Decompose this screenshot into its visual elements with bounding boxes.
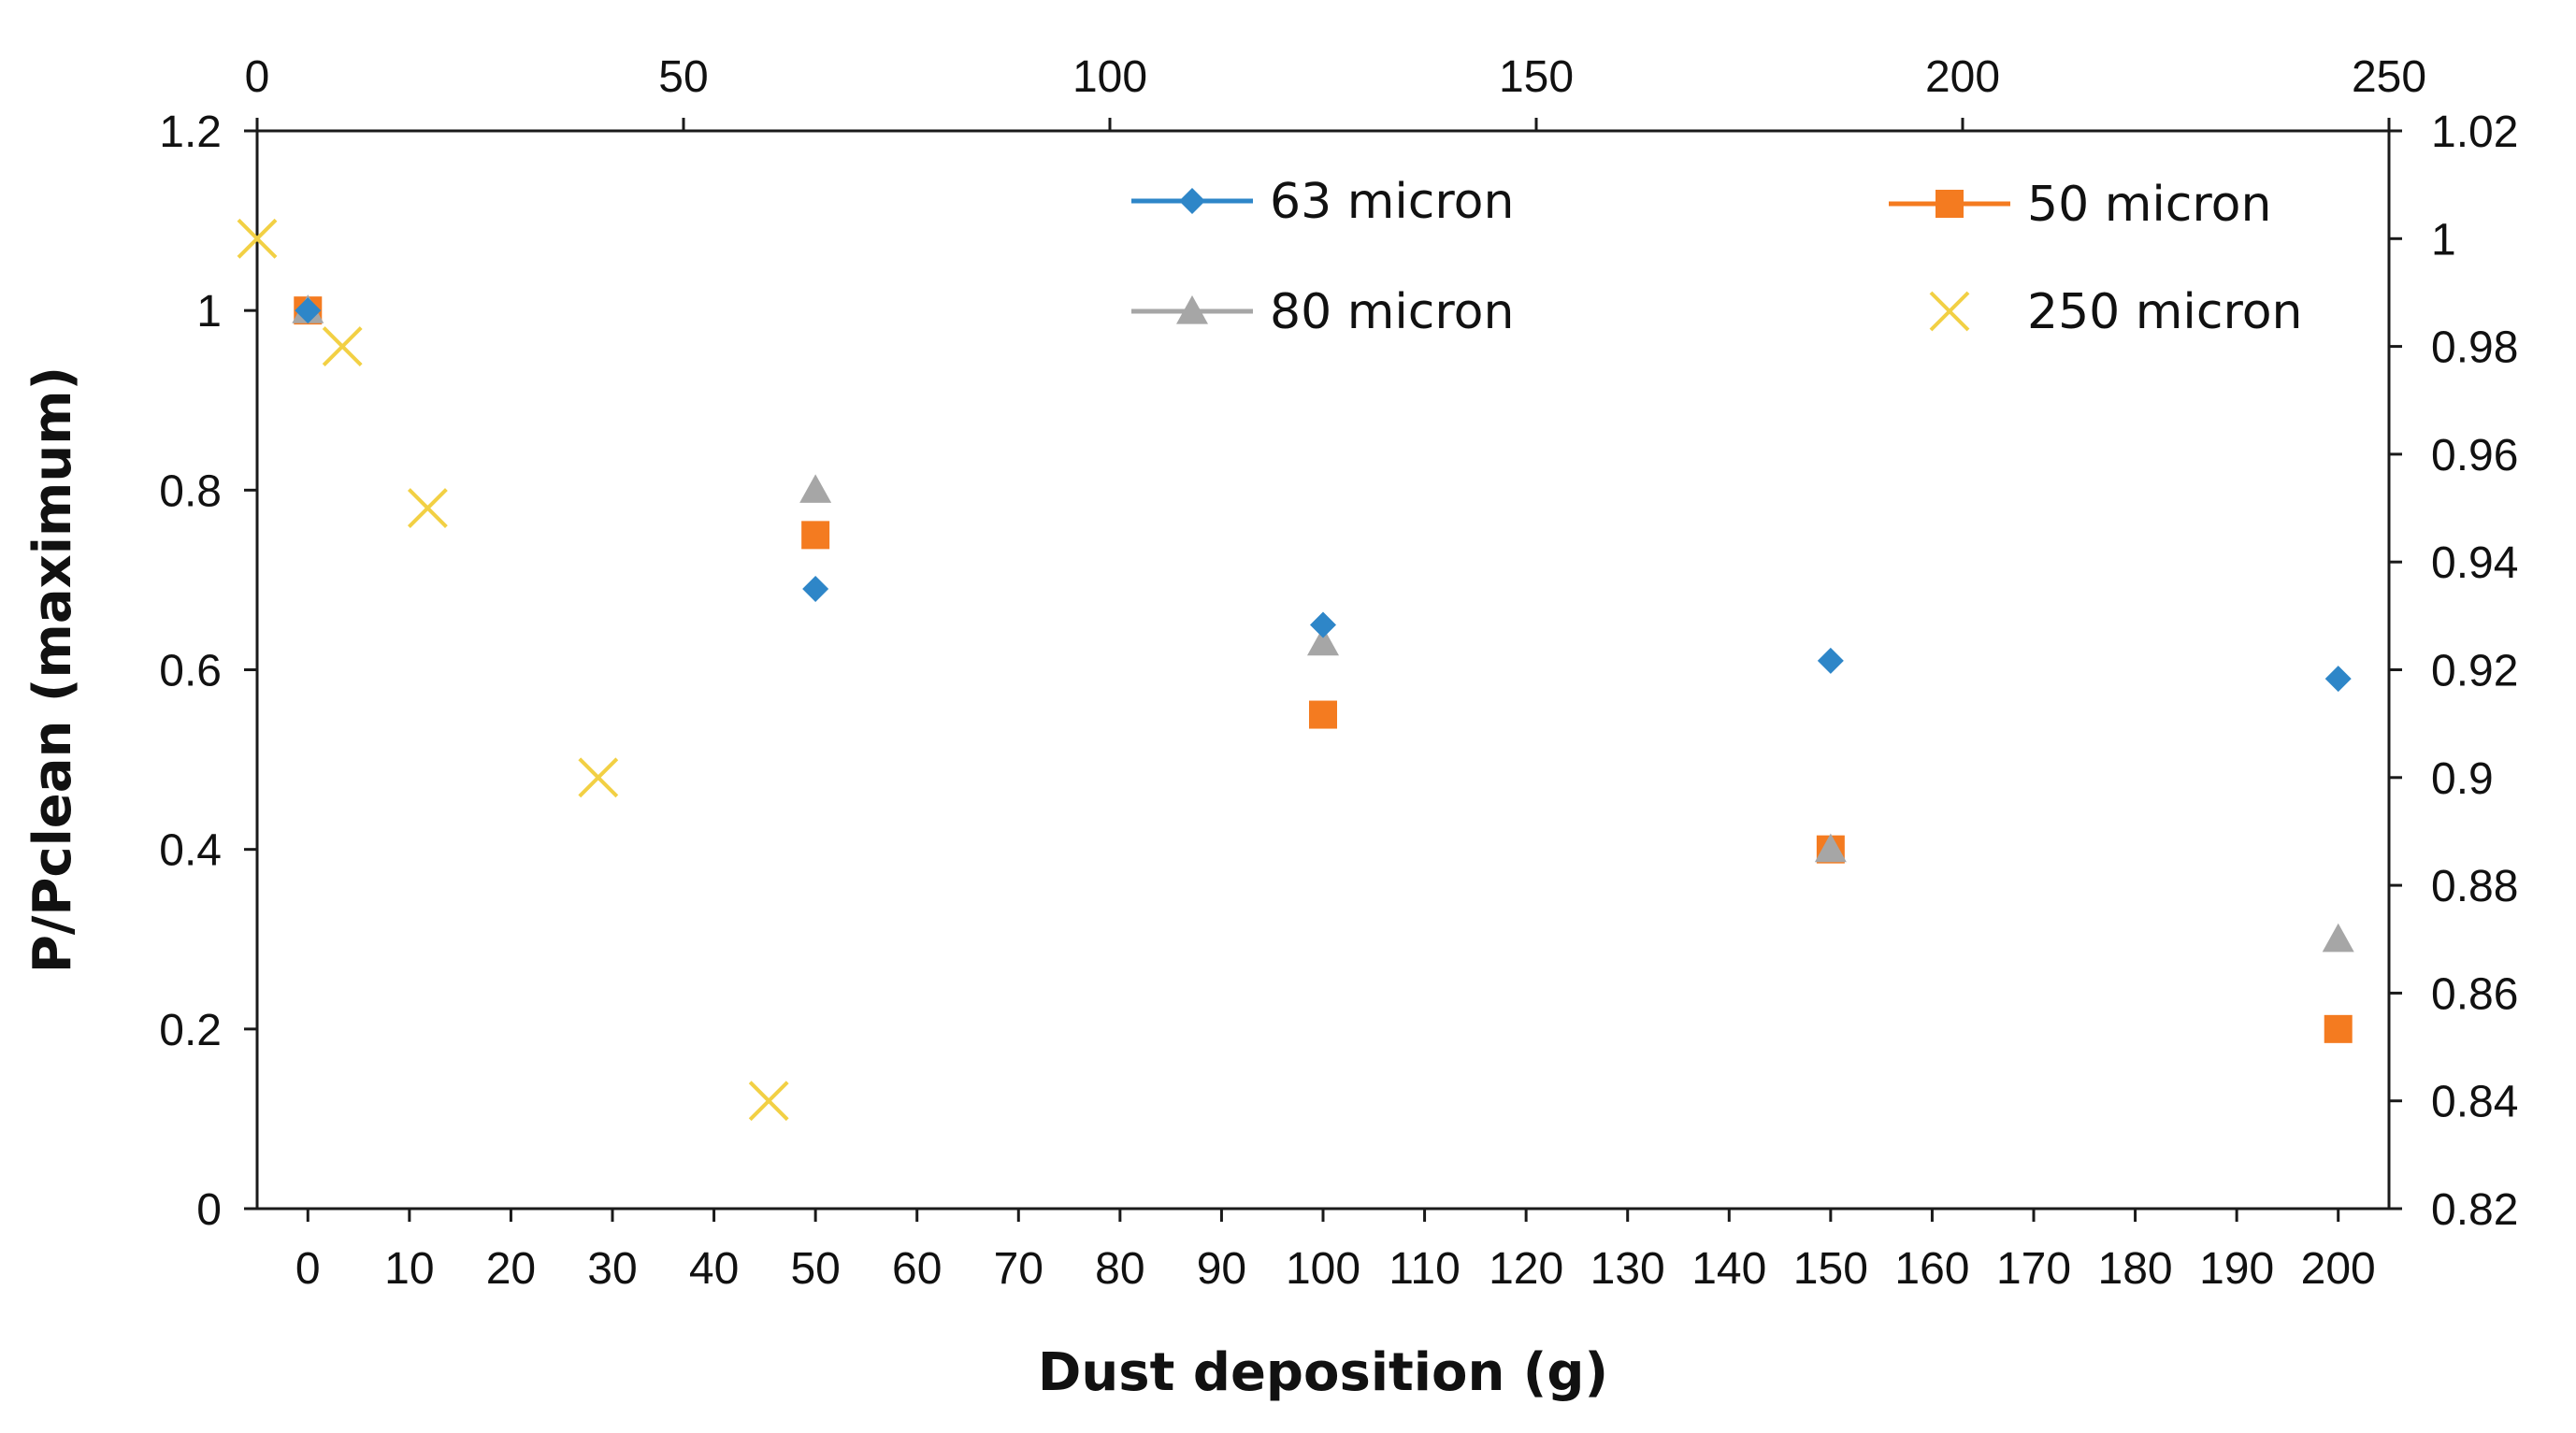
data-point xyxy=(801,521,830,550)
x-bottom-tick-label: 140 xyxy=(1691,1244,1766,1294)
x-bottom-tick-label: 80 xyxy=(1095,1244,1144,1294)
y-axis-title: P/Pclean (maximum) xyxy=(22,366,83,973)
x-top-tick-label: 50 xyxy=(658,52,708,102)
legend-marker xyxy=(1936,190,1964,218)
x-bottom-tick-label: 110 xyxy=(1389,1244,1461,1294)
x-bottom-tick-label: 50 xyxy=(790,1244,840,1294)
y-right-tick-label: 0.88 xyxy=(2431,862,2518,911)
x-axis-title: Dust deposition (g) xyxy=(1038,1342,1608,1403)
data-point xyxy=(748,1081,789,1122)
legend-marker xyxy=(1176,295,1208,324)
x-bottom-tick-label: 30 xyxy=(587,1244,637,1294)
x-bottom-tick-label: 60 xyxy=(892,1244,942,1294)
x-bottom-tick-label: 100 xyxy=(1286,1244,1360,1294)
data-point xyxy=(578,757,619,798)
series-250-micron xyxy=(237,218,789,1122)
y-left-tick-label: 0 xyxy=(196,1185,222,1235)
x-top-tick-label: 0 xyxy=(245,52,270,102)
data-point xyxy=(802,576,829,603)
legend-item: 250 micron xyxy=(1929,284,2302,340)
data-point xyxy=(2324,1014,2353,1043)
legend-label: 250 micron xyxy=(2027,284,2302,340)
data-point xyxy=(407,488,448,528)
y-right-tick-label: 0.86 xyxy=(2431,969,2518,1019)
x-bottom-tick-label: 190 xyxy=(2199,1244,2274,1294)
x-bottom-tick-label: 90 xyxy=(1197,1244,1246,1294)
y-left-tick-label: 0.4 xyxy=(159,826,222,876)
legend-label: 50 micron xyxy=(2027,177,2271,233)
series-80-micron xyxy=(292,294,2354,953)
y-right-tick-label: 0.84 xyxy=(2431,1078,2518,1127)
legend-item: 80 micron xyxy=(1131,284,1514,340)
data-point xyxy=(799,474,832,503)
y-right-tick-label: 0.98 xyxy=(2431,323,2518,373)
series-63-micron xyxy=(295,297,2352,693)
data-point xyxy=(1814,833,1847,863)
y-right-tick-label: 0.94 xyxy=(2431,538,2518,588)
legend-marker xyxy=(1929,291,1970,332)
series-50-micron xyxy=(294,296,2353,1043)
x-bottom-tick-label: 0 xyxy=(295,1244,321,1294)
data-point xyxy=(2322,923,2354,953)
x-bottom-tick-label: 40 xyxy=(689,1244,739,1294)
x-bottom-tick-label: 160 xyxy=(1894,1244,1969,1294)
y-right-tick-label: 0.96 xyxy=(2431,431,2518,480)
data-point xyxy=(1307,626,1339,656)
x-bottom-tick-label: 20 xyxy=(486,1244,536,1294)
data-point xyxy=(237,218,278,259)
legend-item: 50 micron xyxy=(1889,177,2271,233)
data-point xyxy=(2324,666,2352,693)
y-right-tick-label: 1.02 xyxy=(2431,107,2518,157)
legend: 63 micron 50 micron 80 micron 250 micron xyxy=(1131,174,2302,340)
y-left-tick-label: 1 xyxy=(196,287,222,337)
marks-layer xyxy=(237,218,2354,1122)
data-point xyxy=(1817,647,1844,674)
y-right-tick-label: 1 xyxy=(2431,215,2456,265)
x-top-tick-label: 150 xyxy=(1499,52,1574,102)
legend-marker xyxy=(1179,188,1205,214)
x-bottom-tick-label: 130 xyxy=(1590,1244,1665,1294)
data-point xyxy=(295,297,322,324)
x-top-tick-label: 200 xyxy=(1925,52,2000,102)
y-right-tick-label: 0.9 xyxy=(2431,754,2494,804)
x-bottom-tick-label: 70 xyxy=(994,1244,1043,1294)
x-bottom-tick-label: 180 xyxy=(2098,1244,2173,1294)
x-top-tick-label: 250 xyxy=(2352,52,2426,102)
y-right-tick-label: 0.82 xyxy=(2431,1185,2518,1235)
y-left-tick-label: 0.6 xyxy=(159,647,222,696)
data-point xyxy=(1309,700,1337,729)
x-top-tick-label: 100 xyxy=(1072,52,1147,102)
legend-label: 80 micron xyxy=(1270,284,1514,340)
y-left-tick-label: 1.2 xyxy=(159,107,222,157)
x-bottom-tick-label: 120 xyxy=(1489,1244,1563,1294)
legend-item: 63 micron xyxy=(1131,174,1514,230)
data-point xyxy=(1310,611,1336,638)
x-bottom-tick-label: 150 xyxy=(1793,1244,1868,1294)
y-left-tick-label: 0.8 xyxy=(159,466,222,516)
axes-layer: 0 10 20 30 40 50 60 70 80 90 100 110 120 130 140 150 160… xyxy=(159,52,2518,1294)
data-point xyxy=(322,326,363,367)
x-bottom-tick-label: 170 xyxy=(1996,1244,2071,1294)
y-right-tick-label: 0.92 xyxy=(2431,647,2518,696)
legend-label: 63 micron xyxy=(1270,174,1514,230)
x-bottom-tick-label: 10 xyxy=(384,1244,434,1294)
x-bottom-tick-label: 200 xyxy=(2301,1244,2376,1294)
y-left-tick-label: 0.2 xyxy=(159,1006,222,1055)
